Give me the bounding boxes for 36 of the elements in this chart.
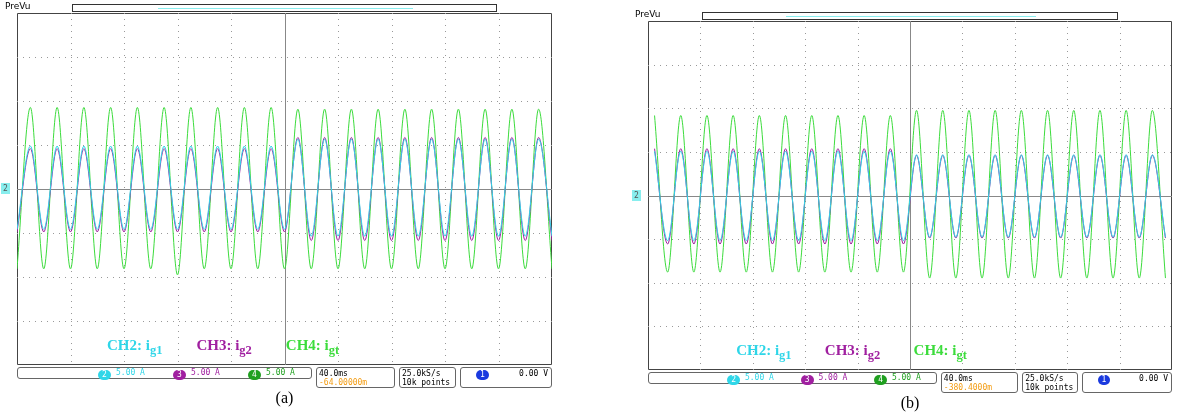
text: 5.00 A <box>891 373 921 382</box>
text: 2 <box>632 189 641 201</box>
text: 10k points <box>1025 383 1075 392</box>
text: (b) <box>899 394 921 412</box>
text: 2 <box>98 370 111 380</box>
text: PreVu <box>635 9 661 19</box>
text: -380.4000m <box>943 383 993 392</box>
text: (a) <box>274 389 295 407</box>
text: 5.00 A <box>116 368 145 377</box>
text: 5.00 A <box>744 373 774 382</box>
text: 1 <box>476 370 489 380</box>
text: 4 <box>874 375 888 385</box>
text: 3 <box>800 375 814 385</box>
text: 0.00 V <box>1139 374 1168 383</box>
text: 40.0ms <box>319 369 349 378</box>
text: 2 <box>727 375 741 385</box>
text: CH4: i$_{gt}$ <box>285 337 340 358</box>
text: 2 <box>1 183 10 194</box>
text: 0.00 V <box>519 369 548 378</box>
text: 5.00 A <box>818 373 848 382</box>
text: 5.00 A <box>191 368 220 377</box>
text: CH2: i$_{g1}$ <box>107 337 163 358</box>
text: 4 <box>248 370 261 380</box>
text: CH3: i$_{g2}$ <box>196 337 252 358</box>
text: -64.00000m <box>319 378 369 387</box>
text: CH2: i$_{g1}$ <box>736 342 792 363</box>
text: 40.0ms <box>943 374 974 383</box>
text: 25.0kS/s <box>402 369 442 378</box>
text: CH4: i$_{gt}$ <box>913 342 967 363</box>
text: 5.00 A <box>266 368 295 377</box>
text: 3 <box>173 370 186 380</box>
text: 25.0kS/s <box>1025 374 1065 383</box>
text: 10k points <box>402 378 452 387</box>
text: 1 <box>1097 375 1111 385</box>
text: CH3: i$_{g2}$ <box>824 342 881 363</box>
text: PreVu <box>5 1 31 11</box>
